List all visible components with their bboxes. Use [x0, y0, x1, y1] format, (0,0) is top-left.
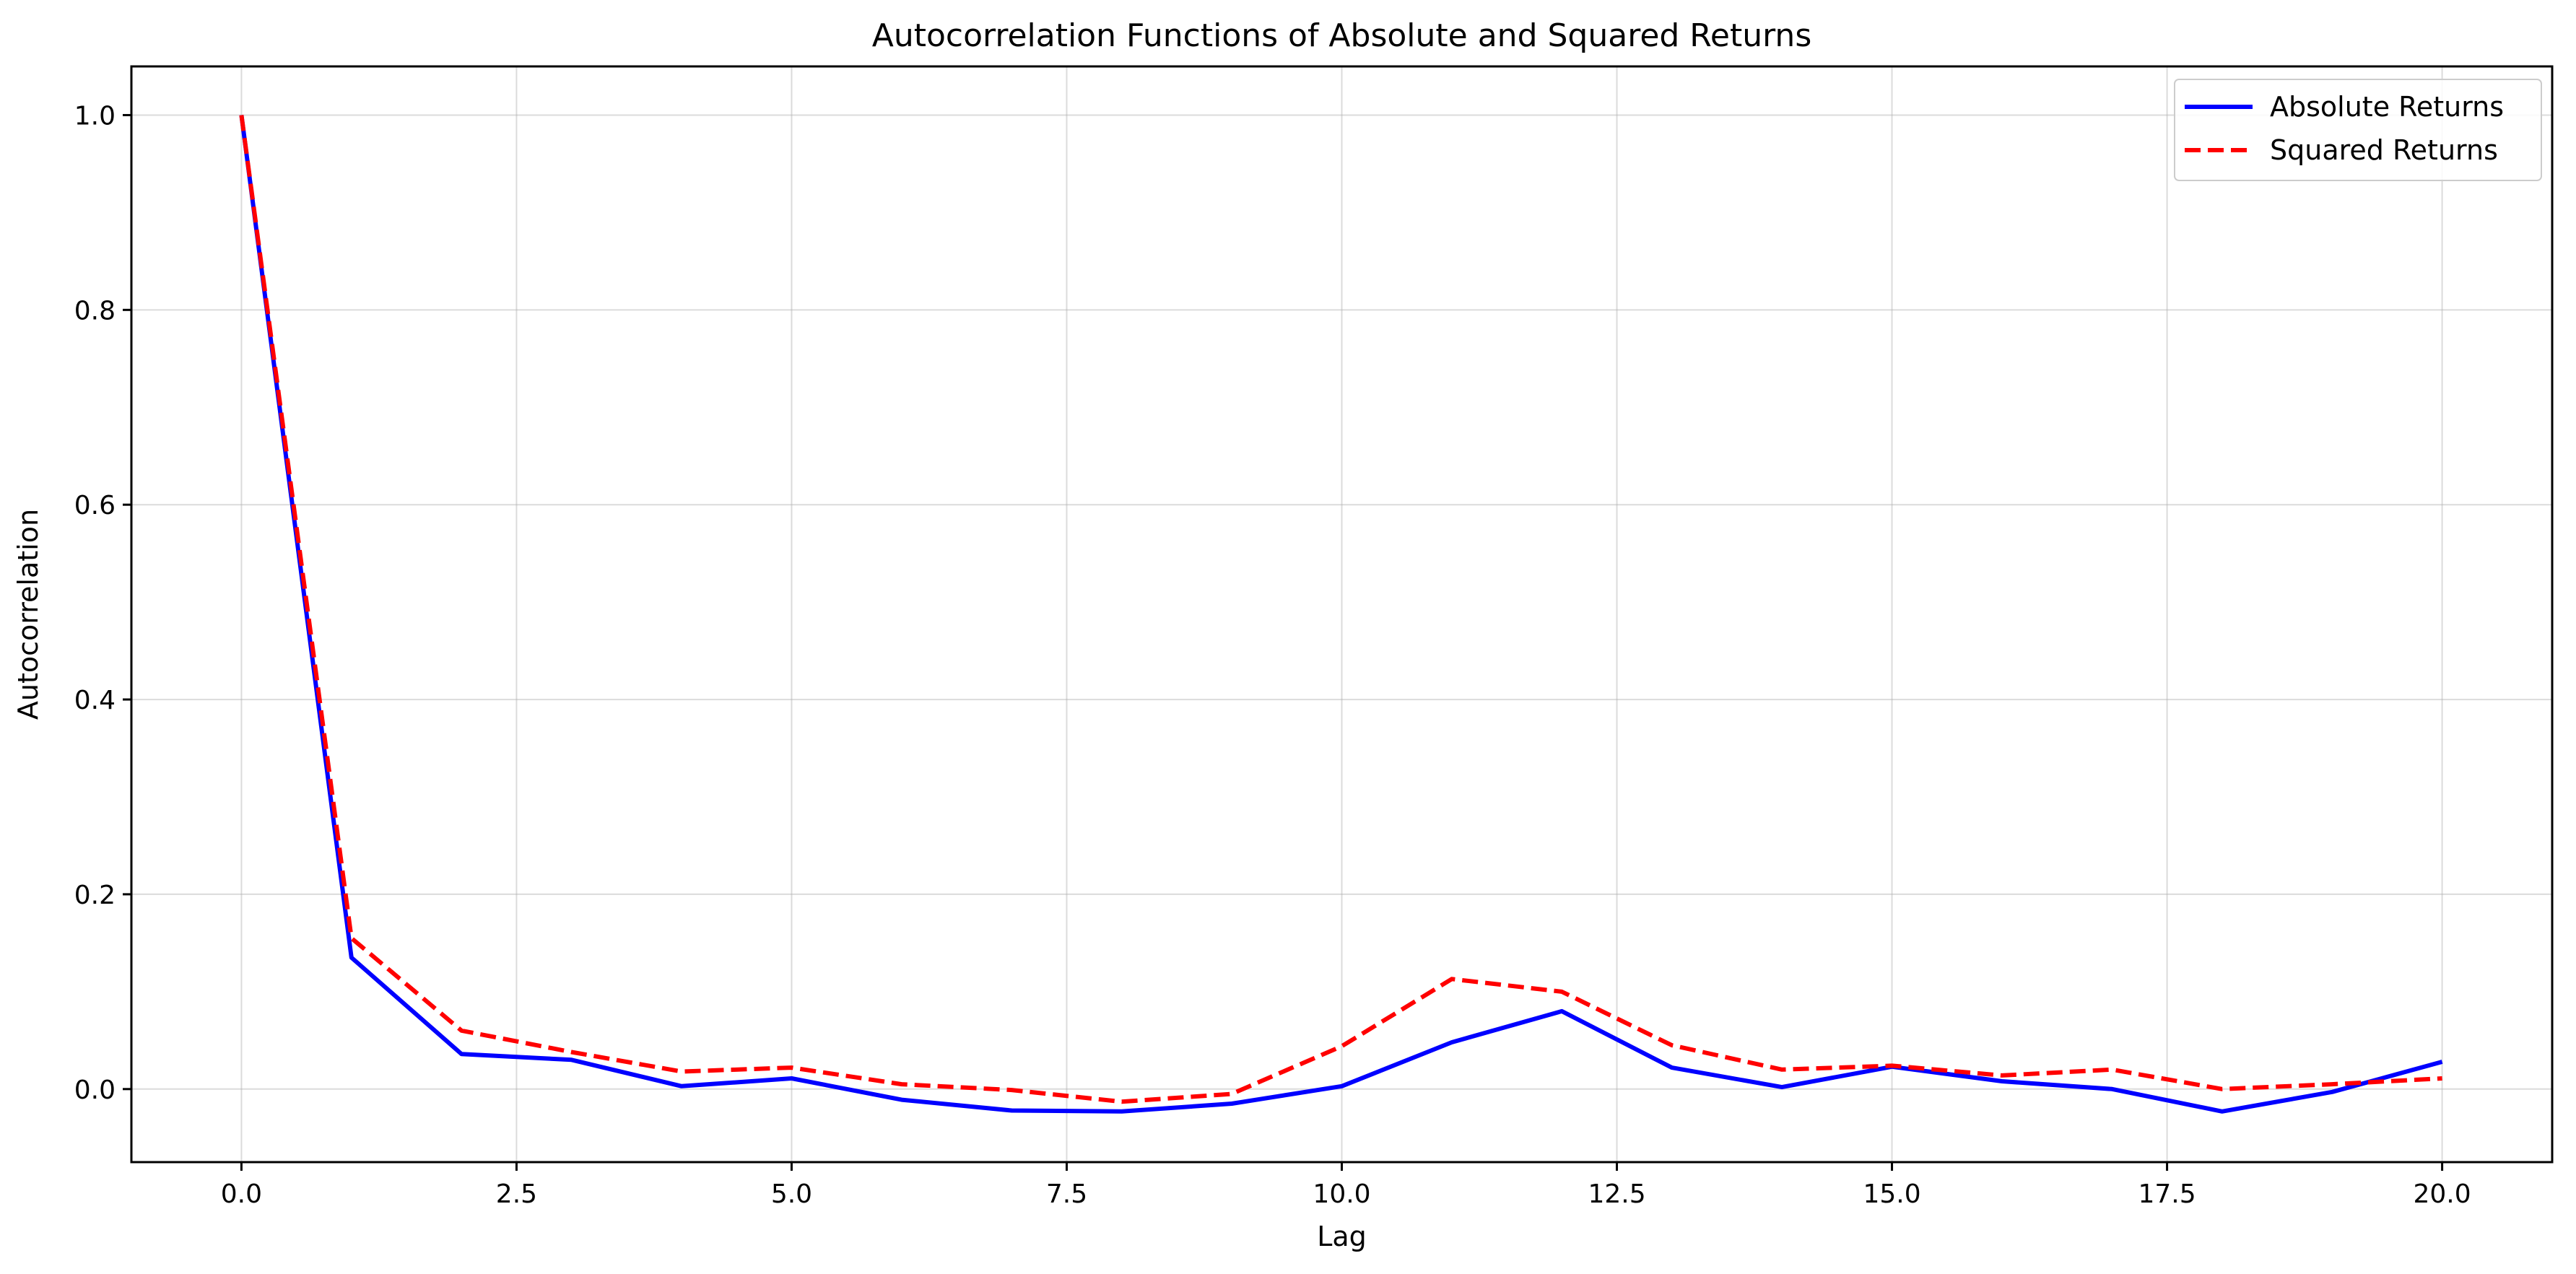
series-line-absolute-returns: [239, 115, 2443, 1114]
x-tick-label-5: 12.5: [1588, 1179, 1645, 1209]
y-tick-label-1: 0.2: [74, 881, 116, 910]
series-line-squared-returns: [239, 115, 2442, 1104]
x-tick-label-1: 2.5: [496, 1179, 537, 1209]
y-tick-label-2: 0.4: [74, 686, 116, 715]
y-axis-ticks: 0.0 0.2 0.4 0.6 0.8 1.0: [74, 101, 131, 1105]
x-tick-label-0: 0.0: [221, 1179, 262, 1209]
x-tick-label-7: 17.5: [2138, 1179, 2196, 1209]
x-tick-label-2: 5.0: [771, 1179, 812, 1209]
series-lines: [239, 115, 2443, 1114]
y-axis-label: Autocorrelation: [12, 509, 44, 720]
y-tick-label-3: 0.6: [74, 491, 116, 520]
legend-label-squared-returns: Squared Returns: [2270, 134, 2498, 166]
x-tick-label-6: 15.0: [1863, 1179, 1920, 1209]
legend-label-absolute-returns: Absolute Returns: [2270, 91, 2504, 123]
chart-title: Autocorrelation Functions of Absolute an…: [872, 17, 1812, 54]
x-axis-label: Lag: [1317, 1221, 1367, 1252]
x-tick-label-8: 20.0: [2414, 1179, 2471, 1209]
legend-box: [2174, 79, 2542, 181]
y-tick-label-5: 1.0: [74, 101, 116, 131]
y-tick-label-4: 0.8: [74, 296, 116, 326]
x-tick-label-3: 7.5: [1046, 1179, 1087, 1209]
grid-lines: [131, 66, 2552, 1162]
x-axis-ticks: 0.0 2.5 5.0 7.5 10.0 12.5 15.0 17.5 20.0: [221, 1162, 2471, 1209]
legend: Absolute Returns Squared Returns: [2174, 79, 2542, 181]
x-tick-label-4: 10.0: [1313, 1179, 1370, 1209]
y-tick-label-0: 0.0: [74, 1076, 116, 1105]
